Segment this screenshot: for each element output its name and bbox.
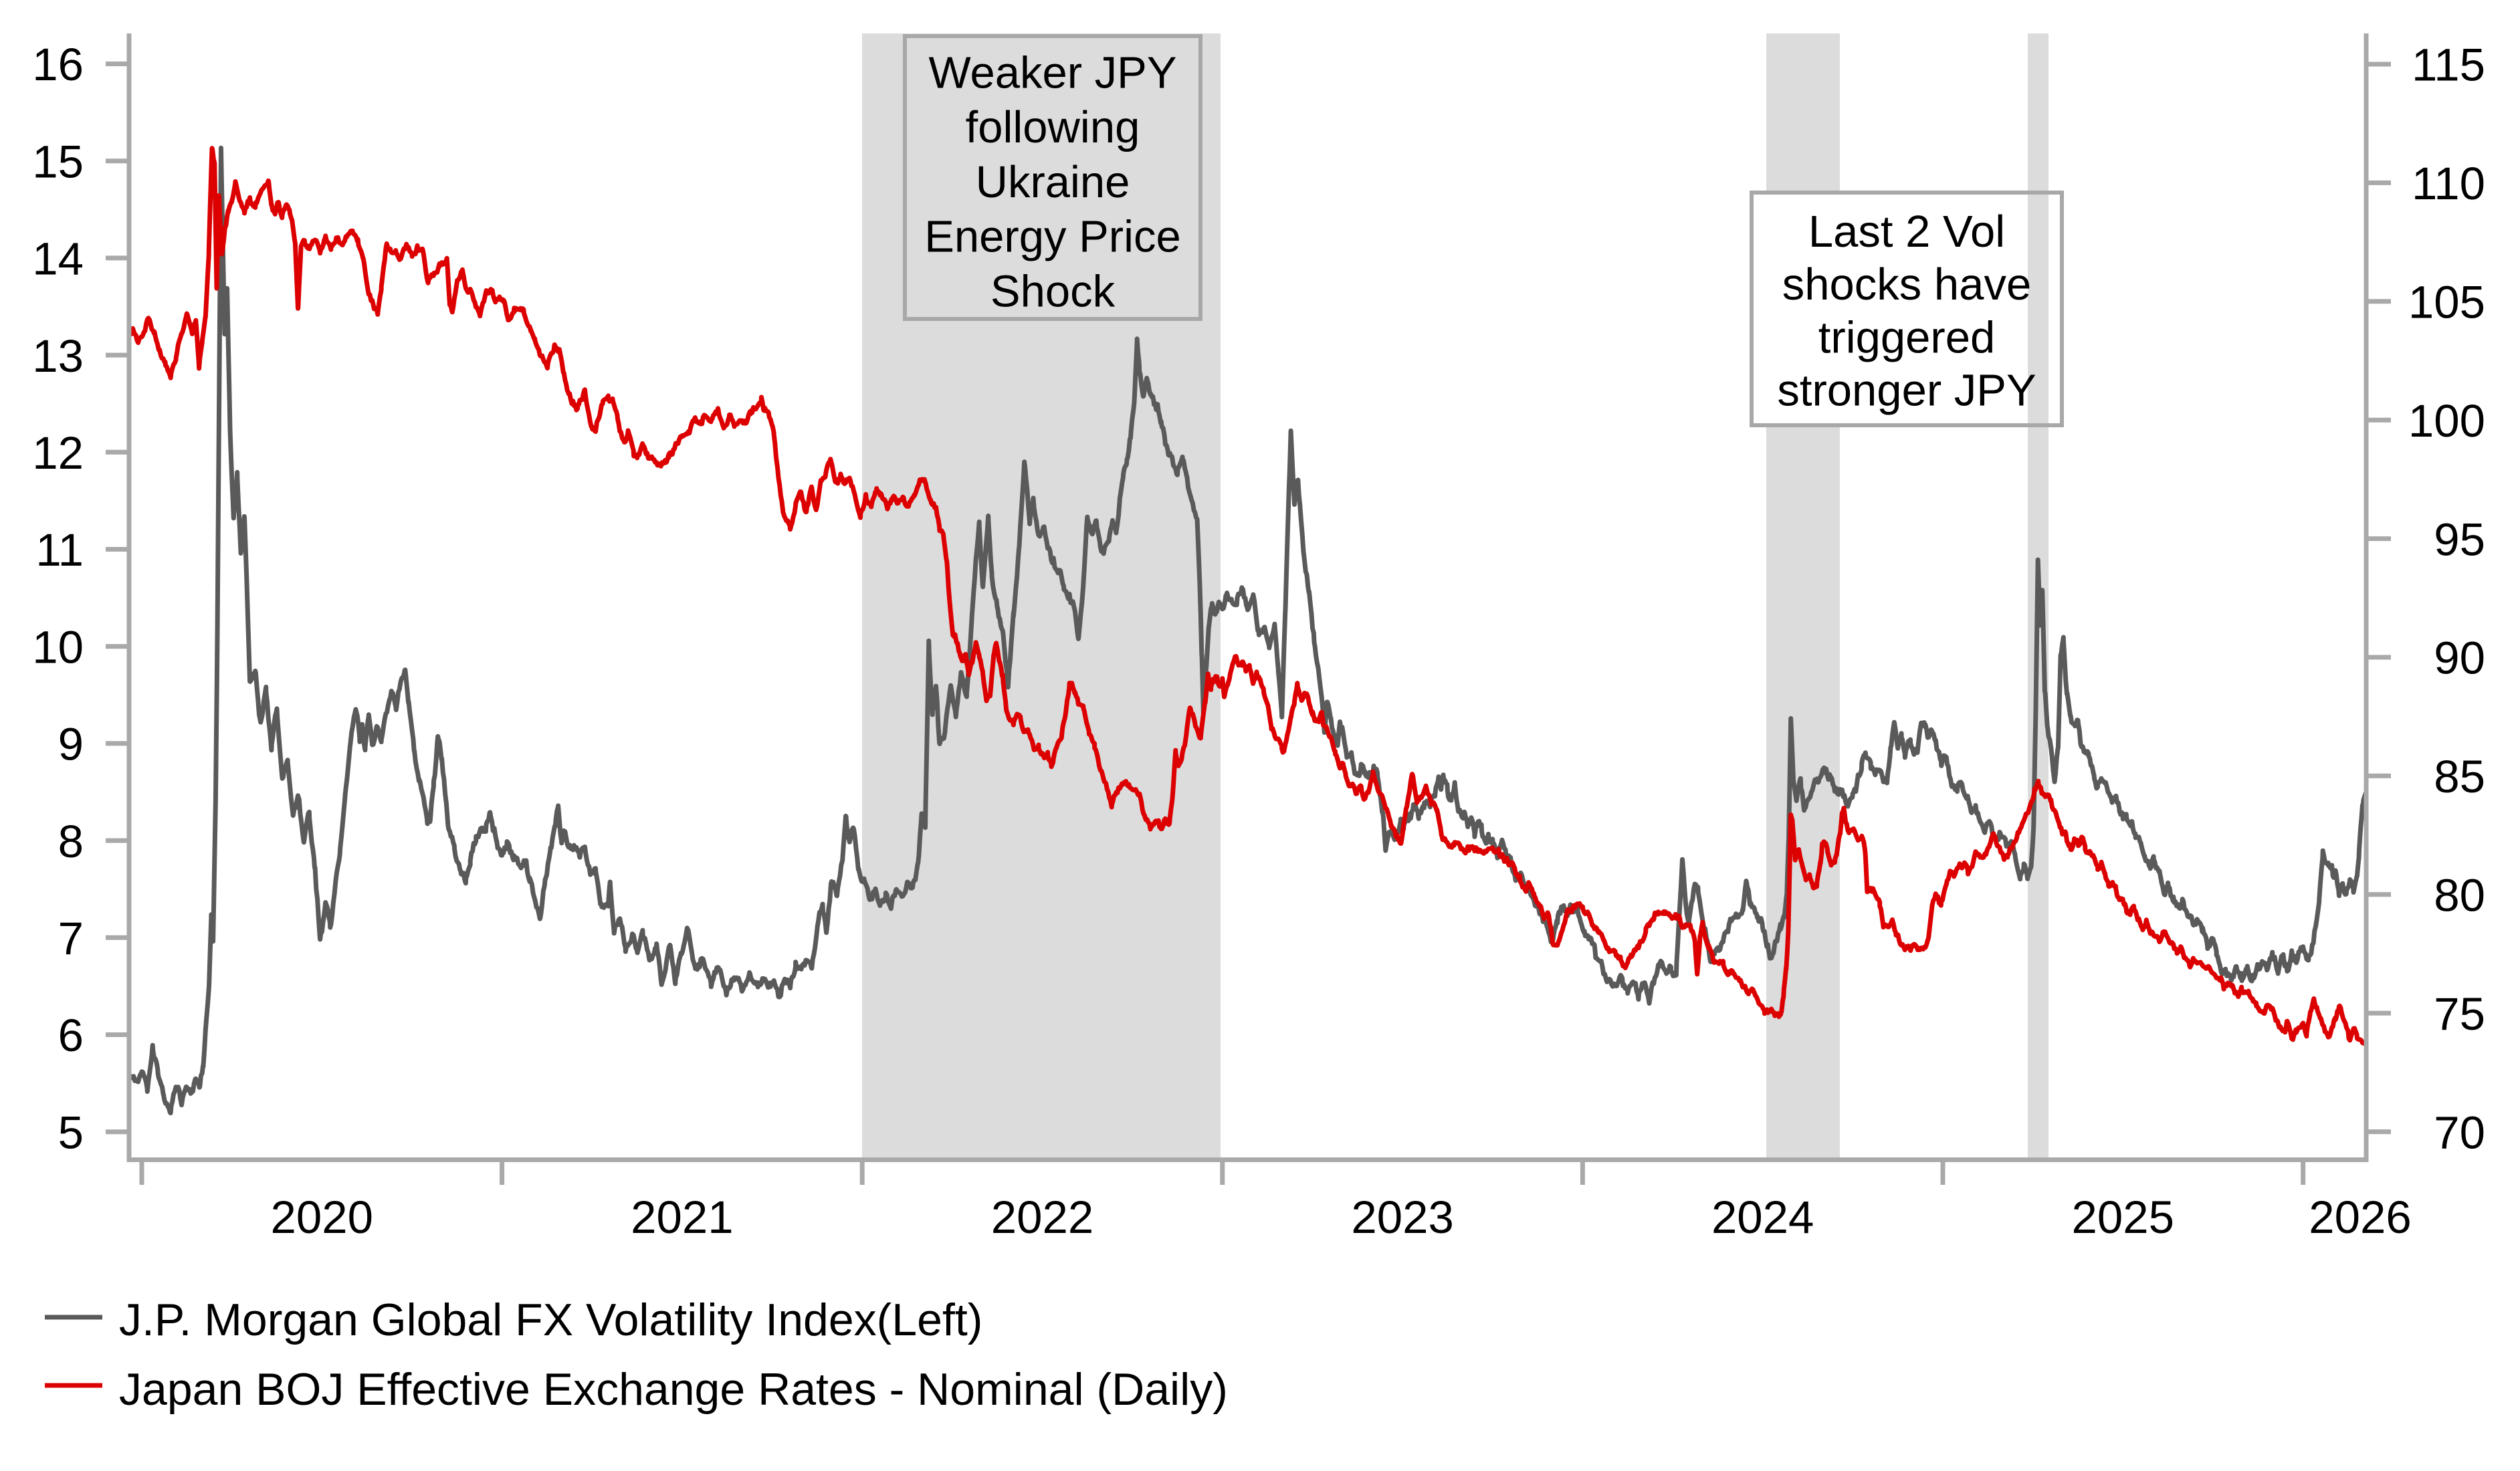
svg-text:2023: 2023	[1351, 1192, 1454, 1243]
svg-text:100: 100	[2408, 395, 2485, 447]
svg-text:Last 2 Vol: Last 2 Vol	[1808, 207, 2005, 257]
svg-text:Weaker JPY: Weaker JPY	[928, 48, 1176, 98]
svg-text:110: 110	[2412, 158, 2485, 209]
svg-text:75: 75	[2434, 988, 2485, 1040]
svg-text:J.P. Morgan Global FX Volatili: J.P. Morgan Global FX Volatility Index(L…	[119, 1294, 982, 1345]
svg-text:Ukraine: Ukraine	[976, 157, 1130, 207]
svg-text:13: 13	[32, 330, 84, 382]
svg-text:2024: 2024	[1711, 1192, 1814, 1243]
svg-text:shocks have: shocks have	[1782, 259, 2031, 310]
svg-text:7: 7	[58, 913, 84, 964]
svg-text:9: 9	[58, 719, 84, 770]
svg-text:Shock: Shock	[990, 266, 1116, 316]
svg-text:2021: 2021	[631, 1192, 734, 1243]
svg-text:Energy Price: Energy Price	[924, 212, 1181, 262]
svg-text:90: 90	[2434, 633, 2485, 684]
svg-text:8: 8	[58, 816, 84, 867]
svg-text:2022: 2022	[991, 1192, 1094, 1243]
svg-text:95: 95	[2434, 514, 2485, 565]
svg-text:85: 85	[2434, 751, 2485, 802]
svg-text:2025: 2025	[2072, 1192, 2175, 1243]
svg-text:14: 14	[32, 233, 84, 285]
svg-text:15: 15	[32, 136, 84, 187]
svg-text:Japan BOJ Effective Exchange R: Japan BOJ Effective Exchange Rates - Nom…	[119, 1364, 1228, 1415]
svg-text:triggered: triggered	[1818, 312, 1995, 362]
svg-text:12: 12	[32, 427, 84, 479]
svg-text:105: 105	[2408, 277, 2485, 328]
svg-text:11: 11	[35, 524, 84, 576]
svg-text:16: 16	[32, 39, 84, 90]
svg-text:stronger JPY: stronger JPY	[1777, 366, 2036, 416]
svg-text:80: 80	[2434, 870, 2485, 921]
svg-text:2026: 2026	[2309, 1192, 2412, 1243]
svg-text:70: 70	[2434, 1107, 2485, 1158]
svg-text:5: 5	[58, 1107, 84, 1158]
svg-text:following: following	[966, 102, 1140, 152]
svg-text:115: 115	[2412, 39, 2485, 91]
svg-text:2020: 2020	[271, 1192, 374, 1243]
svg-text:10: 10	[32, 621, 84, 673]
svg-text:6: 6	[58, 1010, 84, 1061]
